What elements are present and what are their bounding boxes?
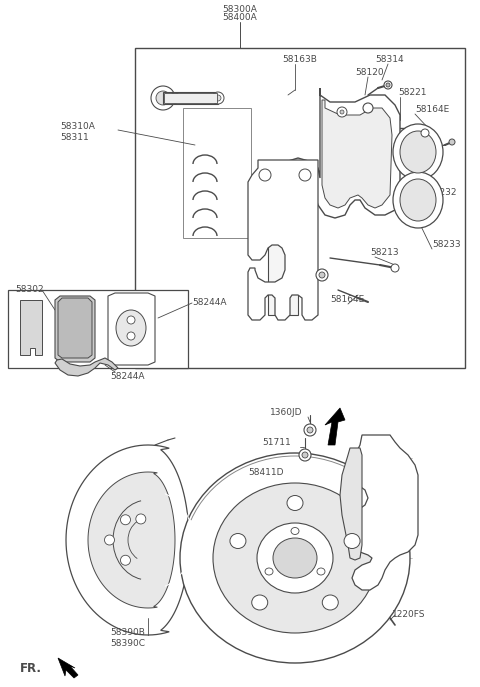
Polygon shape [268, 175, 298, 315]
Circle shape [302, 452, 308, 458]
Text: 58411D: 58411D [248, 468, 284, 477]
Text: 58310A: 58310A [60, 122, 95, 131]
Polygon shape [88, 472, 175, 608]
Polygon shape [55, 296, 95, 362]
Circle shape [391, 264, 399, 272]
Polygon shape [66, 445, 189, 635]
Circle shape [120, 555, 131, 565]
Text: 58300A: 58300A [223, 5, 257, 14]
Circle shape [259, 169, 271, 181]
Circle shape [299, 169, 311, 181]
Circle shape [299, 449, 311, 461]
Ellipse shape [393, 172, 443, 228]
Text: 58232: 58232 [428, 188, 456, 197]
Polygon shape [272, 88, 400, 218]
Ellipse shape [180, 453, 410, 663]
Circle shape [215, 95, 221, 101]
Ellipse shape [393, 124, 443, 180]
Text: 58400A: 58400A [223, 13, 257, 22]
Circle shape [127, 332, 135, 340]
Text: 58244A: 58244A [110, 372, 144, 381]
Ellipse shape [273, 538, 317, 578]
Text: 58222: 58222 [298, 270, 326, 279]
Text: 1360JD: 1360JD [270, 408, 302, 417]
Circle shape [421, 129, 429, 137]
Circle shape [340, 110, 344, 114]
Ellipse shape [265, 568, 273, 575]
Polygon shape [58, 298, 92, 358]
Ellipse shape [291, 528, 299, 534]
Ellipse shape [317, 568, 325, 575]
Circle shape [173, 96, 177, 100]
Text: 58233: 58233 [432, 240, 461, 249]
Polygon shape [340, 448, 362, 560]
Text: FR.: FR. [20, 662, 42, 675]
Polygon shape [108, 293, 155, 365]
Text: 1220FS: 1220FS [392, 610, 425, 619]
Circle shape [386, 83, 390, 87]
Circle shape [156, 91, 170, 105]
Polygon shape [20, 300, 42, 355]
Polygon shape [322, 100, 392, 208]
Circle shape [307, 427, 313, 433]
Text: 58390B: 58390B [110, 628, 145, 637]
Ellipse shape [322, 595, 338, 610]
Text: 58314: 58314 [375, 55, 404, 64]
Circle shape [449, 139, 455, 145]
Circle shape [319, 272, 325, 278]
Bar [135, 48, 465, 368]
Bar [164, 93, 217, 103]
Bar [163, 92, 218, 104]
Circle shape [151, 86, 175, 110]
Polygon shape [352, 435, 418, 590]
Circle shape [127, 316, 135, 324]
Circle shape [363, 103, 373, 113]
Polygon shape [248, 160, 318, 320]
Circle shape [304, 424, 316, 436]
Polygon shape [55, 358, 118, 376]
Circle shape [337, 107, 347, 117]
Text: 58311: 58311 [60, 133, 89, 142]
Circle shape [384, 81, 392, 89]
Text: 58390C: 58390C [110, 639, 145, 648]
Bar [183, 108, 251, 238]
Text: 58120: 58120 [355, 68, 384, 77]
Text: 51711: 51711 [262, 438, 291, 447]
Circle shape [316, 269, 328, 281]
Bar [8, 290, 188, 368]
Ellipse shape [116, 310, 146, 346]
Ellipse shape [400, 131, 436, 173]
Ellipse shape [400, 179, 436, 221]
Circle shape [120, 515, 131, 525]
Text: 58164E: 58164E [330, 295, 364, 304]
Text: 58244A: 58244A [192, 298, 227, 307]
Ellipse shape [344, 534, 360, 548]
Ellipse shape [213, 483, 377, 633]
Text: 58163B: 58163B [282, 55, 317, 64]
Text: 58213: 58213 [370, 248, 398, 257]
Circle shape [105, 535, 115, 545]
Polygon shape [325, 408, 345, 445]
Circle shape [170, 93, 180, 103]
Ellipse shape [230, 534, 246, 548]
Polygon shape [58, 658, 78, 678]
Circle shape [212, 92, 224, 104]
Text: 58302: 58302 [15, 285, 44, 294]
Ellipse shape [287, 495, 303, 510]
Circle shape [136, 514, 146, 524]
Text: 58221: 58221 [398, 88, 427, 97]
Ellipse shape [252, 595, 268, 610]
Text: 58164E: 58164E [415, 105, 449, 114]
Ellipse shape [257, 523, 333, 593]
